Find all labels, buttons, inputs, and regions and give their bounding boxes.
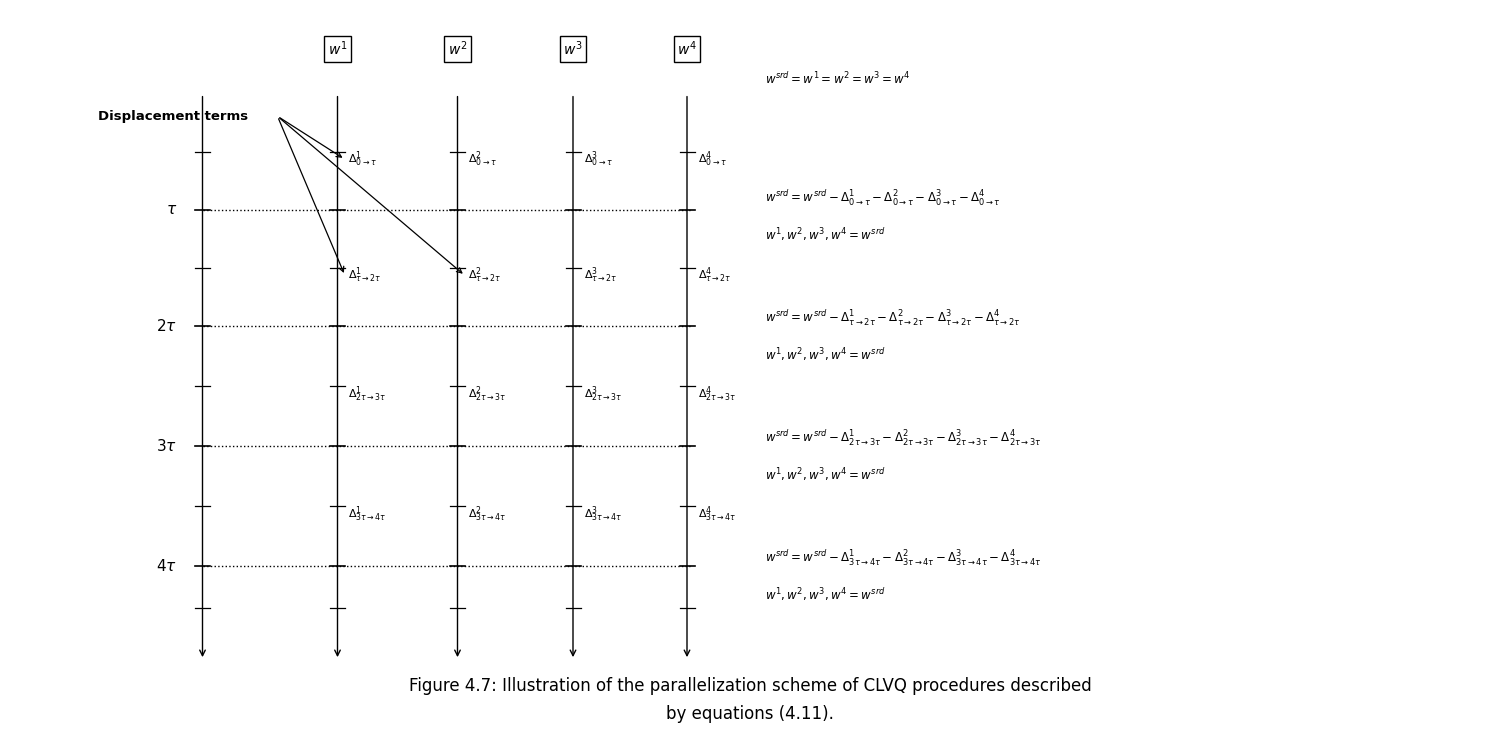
- Text: $\Delta^3_{2\tau\rightarrow 3\tau}$: $\Delta^3_{2\tau\rightarrow 3\tau}$: [584, 384, 622, 404]
- Text: $w^{srd} = w^{srd} - \Delta^1_{0\rightarrow\tau} - \Delta^2_{0\rightarrow\tau} -: $w^{srd} = w^{srd} - \Delta^1_{0\rightar…: [765, 189, 1000, 209]
- Text: $w^4$: $w^4$: [676, 40, 698, 58]
- Text: $w^1, w^2, w^3, w^4 = w^{srd}$: $w^1, w^2, w^3, w^4 = w^{srd}$: [765, 466, 885, 483]
- Text: $\Delta^4_{\tau\rightarrow 2\tau}$: $\Delta^4_{\tau\rightarrow 2\tau}$: [698, 266, 730, 286]
- Text: $\Delta^3_{0\rightarrow\tau}$: $\Delta^3_{0\rightarrow\tau}$: [584, 149, 612, 170]
- Text: $w^3$: $w^3$: [564, 40, 582, 58]
- Text: $\Delta^2_{\tau\rightarrow 2\tau}$: $\Delta^2_{\tau\rightarrow 2\tau}$: [468, 266, 501, 286]
- Text: $w^{srd} = w^1 = w^2 = w^3 = w^4$: $w^{srd} = w^1 = w^2 = w^3 = w^4$: [765, 70, 910, 87]
- Text: $w^1, w^2, w^3, w^4 = w^{srd}$: $w^1, w^2, w^3, w^4 = w^{srd}$: [765, 586, 885, 603]
- Text: $\Delta^3_{3\tau\rightarrow 4\tau}$: $\Delta^3_{3\tau\rightarrow 4\tau}$: [584, 504, 622, 524]
- Text: $\Delta^1_{3\tau\rightarrow 4\tau}$: $\Delta^1_{3\tau\rightarrow 4\tau}$: [348, 504, 387, 524]
- Text: $3\tau$: $3\tau$: [156, 438, 177, 454]
- Text: $\Delta^1_{2\tau\rightarrow 3\tau}$: $\Delta^1_{2\tau\rightarrow 3\tau}$: [348, 384, 387, 404]
- Text: $w^{srd} = w^{srd} - \Delta^1_{2\tau\rightarrow 3\tau} - \Delta^2_{2\tau\rightar: $w^{srd} = w^{srd} - \Delta^1_{2\tau\rig…: [765, 429, 1041, 448]
- Text: $w^{srd}= w^{srd} - \Delta^1_{\tau\rightarrow 2\tau} - \Delta^2_{\tau\rightarrow: $w^{srd}= w^{srd} - \Delta^1_{\tau\right…: [765, 309, 1020, 328]
- Text: $\Delta^3_{\tau\rightarrow 2\tau}$: $\Delta^3_{\tau\rightarrow 2\tau}$: [584, 266, 616, 286]
- Text: $w^1$: $w^1$: [328, 40, 346, 58]
- Text: $4\tau$: $4\tau$: [156, 558, 177, 574]
- Text: $2\tau$: $2\tau$: [156, 318, 177, 334]
- Text: Figure 4.7: Illustration of the parallelization scheme of CLVQ procedures descri: Figure 4.7: Illustration of the parallel…: [408, 677, 1092, 695]
- Text: $\Delta^2_{0\rightarrow\tau}$: $\Delta^2_{0\rightarrow\tau}$: [468, 149, 496, 170]
- Text: $\Delta^4_{2\tau\rightarrow 3\tau}$: $\Delta^4_{2\tau\rightarrow 3\tau}$: [698, 384, 736, 404]
- Text: $\Delta^4_{3\tau\rightarrow 4\tau}$: $\Delta^4_{3\tau\rightarrow 4\tau}$: [698, 504, 736, 524]
- Text: $w^2$: $w^2$: [448, 40, 466, 58]
- Text: $w^1, w^2, w^3, w^4 = w^{srd}$: $w^1, w^2, w^3, w^4 = w^{srd}$: [765, 226, 885, 243]
- Text: by equations (4.11).: by equations (4.11).: [666, 705, 834, 723]
- Text: $\Delta^4_{0\rightarrow\tau}$: $\Delta^4_{0\rightarrow\tau}$: [698, 149, 726, 170]
- Text: $\Delta^1_{\tau\rightarrow 2\tau}$: $\Delta^1_{\tau\rightarrow 2\tau}$: [348, 266, 381, 286]
- Text: $w^{srd} = w^{srd} - \Delta^1_{3\tau\rightarrow 4\tau} - \Delta^2_{3\tau\rightar: $w^{srd} = w^{srd} - \Delta^1_{3\tau\rig…: [765, 549, 1041, 568]
- Text: Displacement terms: Displacement terms: [98, 110, 248, 123]
- Text: $\Delta^2_{3\tau\rightarrow 4\tau}$: $\Delta^2_{3\tau\rightarrow 4\tau}$: [468, 504, 507, 524]
- Text: $\tau$: $\tau$: [165, 202, 177, 217]
- Text: $w^1, w^2, w^3, w^4 = w^{srd}$: $w^1, w^2, w^3, w^4 = w^{srd}$: [765, 346, 885, 363]
- Text: $\Delta^2_{2\tau\rightarrow 3\tau}$: $\Delta^2_{2\tau\rightarrow 3\tau}$: [468, 384, 507, 404]
- Text: $\Delta^1_{0\rightarrow\tau}$: $\Delta^1_{0\rightarrow\tau}$: [348, 149, 376, 170]
